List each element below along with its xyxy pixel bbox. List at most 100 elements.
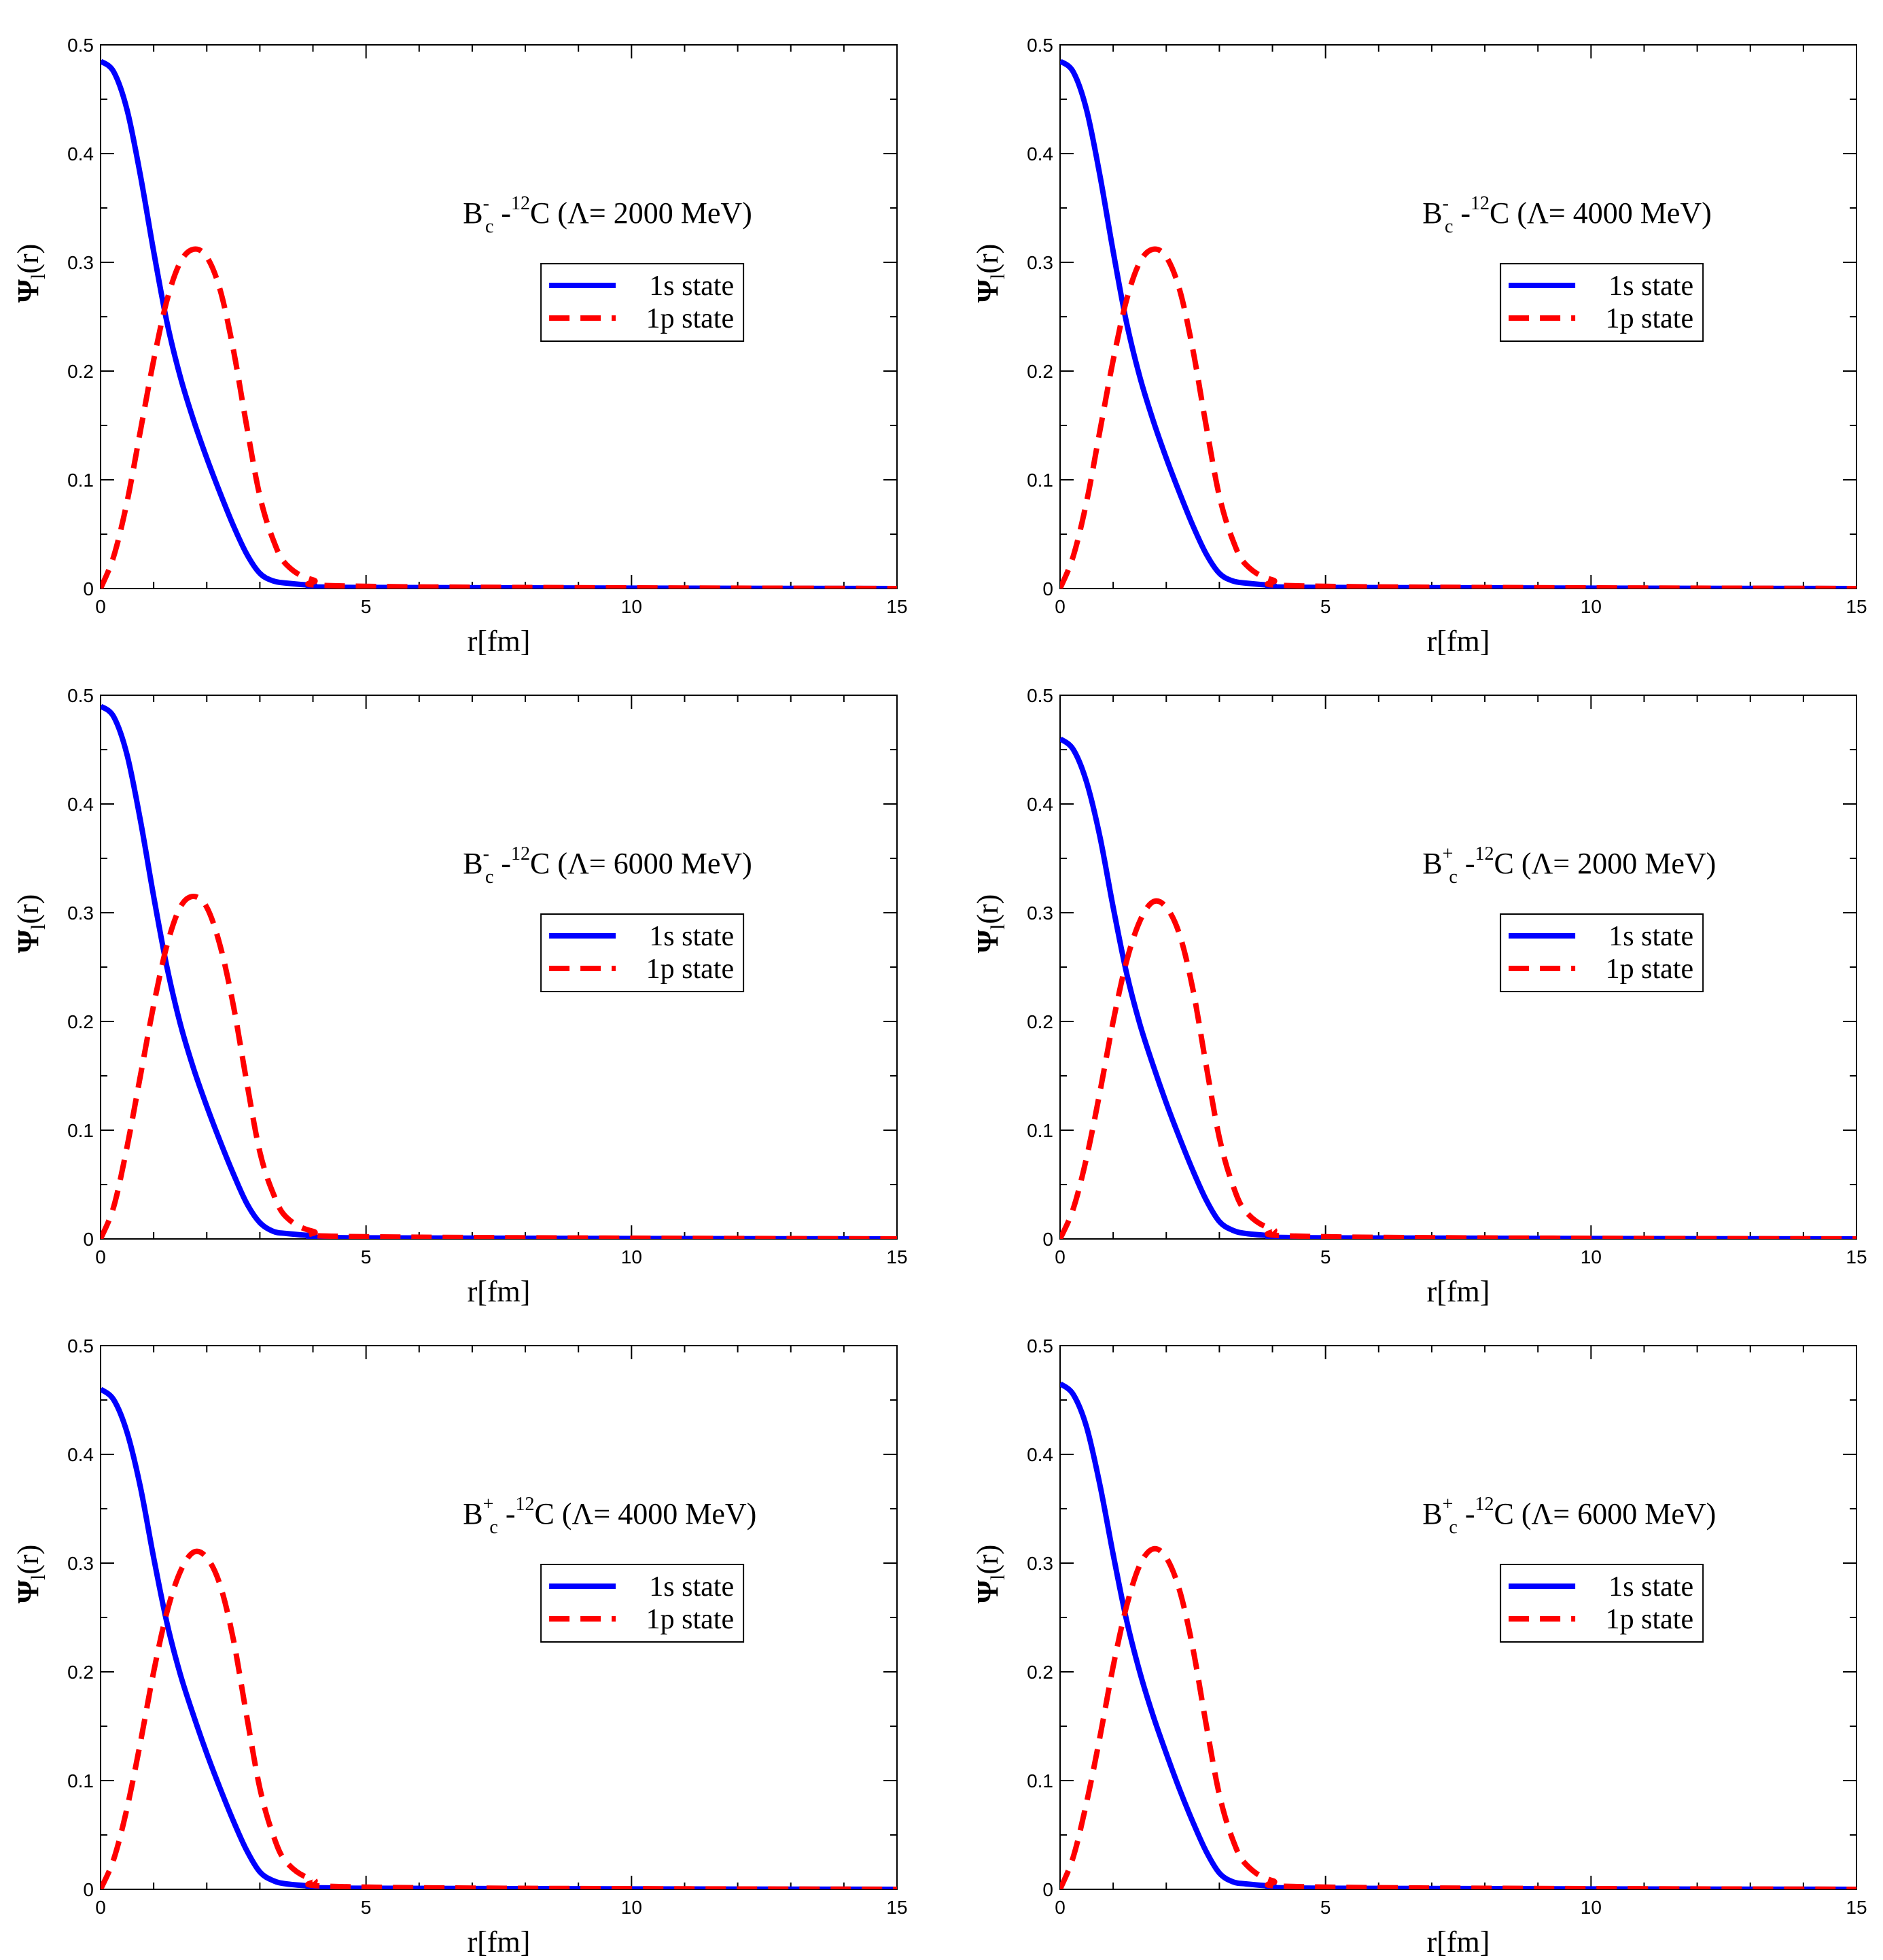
series-line-1s-state (1060, 736, 1856, 1239)
title-dash: - (493, 196, 511, 230)
y-label-subscript: l (27, 1575, 50, 1580)
y-tick-label: 0 (1042, 1879, 1053, 1900)
y-tick-label: 0.1 (67, 1120, 94, 1141)
x-tick-label: 15 (886, 596, 907, 617)
title-superscript: + (1443, 1494, 1454, 1515)
series-line-1p-state (1060, 1545, 1856, 1889)
legend-box (540, 263, 745, 342)
title-base: B (463, 1497, 482, 1530)
y-tick-label: 0.4 (1027, 794, 1053, 815)
y-tick-label: 0.3 (1027, 903, 1053, 924)
x-tick-label: 0 (95, 1897, 106, 1918)
title-subscript: c (1449, 867, 1457, 888)
legend-entry: 1p state (1606, 1604, 1693, 1635)
legend-entry: 1p state (646, 953, 734, 985)
x-axis-label: r[fm] (468, 1275, 531, 1308)
y-label-subscript: l (27, 924, 50, 930)
title-isotope: 12 (1471, 193, 1490, 214)
y-tick-label: 0.4 (1027, 1444, 1053, 1465)
x-tick-label: 10 (1581, 1246, 1602, 1267)
y-tick-label: 0.1 (1027, 470, 1053, 491)
title-isotope: 12 (1475, 1494, 1494, 1515)
y-tick-label: 0.3 (67, 903, 94, 924)
title-isotope: 12 (511, 193, 530, 214)
title-superscript: + (1443, 843, 1454, 864)
y-label-argument: (r) (971, 1545, 1004, 1575)
title-base: B (1422, 1497, 1442, 1530)
y-label-psi: Ψ (971, 279, 1004, 302)
x-tick-label: 15 (886, 1897, 907, 1918)
title-rest: C (Λ= 2000 MeV) (530, 196, 752, 230)
panel-title: B+ c -12C (Λ= 4000 MeV) (463, 1494, 756, 1538)
title-subscript: c (489, 1517, 497, 1538)
chart-panel-5: 0 5 10 15 0 0.1 0.2 0.3 0.4 0.5 r[fm] Ψl(r) B+ c -12C… (12, 1335, 908, 1959)
panel-title: B-c -12C (Λ= 6000 MeV) (463, 843, 752, 888)
y-tick-label: 0.3 (67, 1553, 94, 1574)
x-axis-label: r[fm] (468, 625, 531, 658)
y-axis-label: Ψl(r) (971, 1545, 1009, 1604)
y-axis-label: Ψl(r) (12, 1545, 50, 1604)
legend-entry: 1s state (1608, 270, 1693, 302)
title-superscript: + (483, 1494, 494, 1515)
x-tick-label: 10 (621, 1246, 642, 1267)
series-group (101, 58, 897, 589)
title-isotope: 12 (1475, 843, 1494, 864)
y-tick-label: 0.2 (1027, 1011, 1053, 1032)
title-rest: C (Λ= 4000 MeV) (535, 1497, 757, 1530)
x-tick-label: 0 (1055, 1897, 1066, 1918)
x-tick-label: 15 (1846, 1246, 1867, 1267)
y-axis-label: Ψl(r) (12, 244, 50, 303)
x-tick-label: 5 (361, 1897, 372, 1918)
panel-title: B-c -12C (Λ= 4000 MeV) (1422, 193, 1712, 237)
title-dash: - (493, 847, 511, 880)
legend-box (1500, 263, 1704, 342)
legend-entry: 1p state (1606, 303, 1693, 334)
legend-entry: 1s state (1608, 921, 1693, 952)
x-tick-label: 0 (95, 1246, 106, 1267)
series-line-1s-state (1060, 1381, 1856, 1889)
legend-entry: 1s state (1608, 1571, 1693, 1603)
y-tick-label: 0.2 (1027, 1662, 1053, 1683)
title-superscript: - (483, 193, 489, 214)
y-label-psi: Ψ (971, 929, 1004, 953)
y-tick-label: 0.4 (67, 143, 94, 164)
legend-box (540, 913, 745, 992)
y-tick-label: 0.4 (67, 794, 94, 815)
y-tick-label: 0.5 (1027, 1335, 1053, 1357)
title-rest: C (Λ= 6000 MeV) (1494, 1497, 1717, 1530)
y-label-subscript: l (987, 274, 1009, 279)
title-rest: C (Λ= 6000 MeV) (530, 847, 752, 880)
y-label-argument: (r) (12, 244, 45, 274)
legend-entry: 1s state (649, 921, 734, 952)
x-tick-label: 10 (1581, 1897, 1602, 1918)
y-tick-label: 0 (83, 1879, 94, 1900)
y-label-subscript: l (987, 1575, 1009, 1580)
x-tick-label: 5 (1320, 1897, 1331, 1918)
series-line-1s-state (1060, 58, 1856, 589)
y-tick-label: 0.1 (1027, 1120, 1053, 1141)
y-label-argument: (r) (12, 894, 45, 924)
x-axis-label: r[fm] (468, 1925, 531, 1959)
y-tick-label: 0.2 (67, 1011, 94, 1032)
series-group (101, 1386, 897, 1889)
legend-entry: 1s state (649, 1571, 734, 1603)
x-tick-label: 0 (1055, 1246, 1066, 1267)
chart-panel-6: 0 5 10 15 0 0.1 0.2 0.3 0.4 0.5 r[fm] Ψl(r) B+ c -12C… (971, 1335, 1867, 1959)
x-tick-label: 5 (361, 1246, 372, 1267)
y-label-argument: (r) (12, 1545, 45, 1575)
legend-entry: 1p state (646, 1604, 734, 1635)
series-line-1p-state (101, 1548, 897, 1889)
title-isotope: 12 (511, 843, 530, 864)
series-line-1p-state (101, 894, 897, 1239)
x-tick-label: 0 (1055, 596, 1066, 617)
y-tick-label: 0.2 (67, 1662, 94, 1683)
panel-title: B-c -12C (Λ= 2000 MeV) (463, 193, 752, 237)
y-tick-label: 0.2 (1027, 361, 1053, 382)
